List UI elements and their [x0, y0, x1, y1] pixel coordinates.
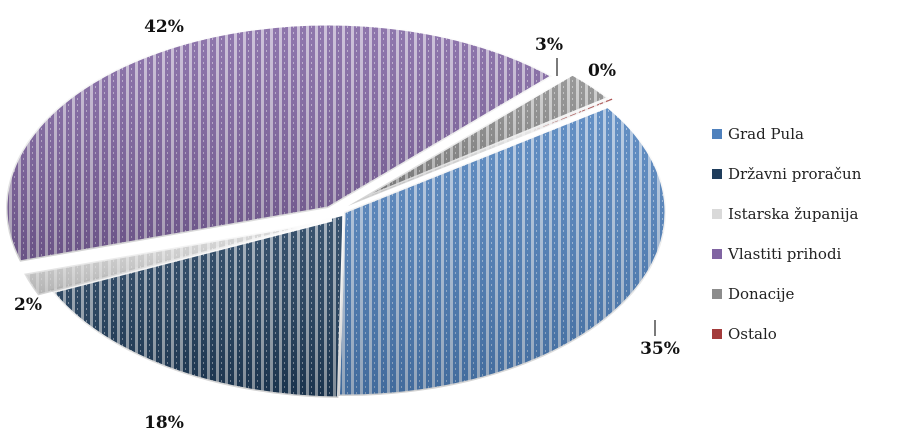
legend-item-grad-pula: Grad Pula: [712, 114, 899, 154]
legend-swatch-drzavni-proracun: [712, 169, 722, 179]
legend-label-drzavni-proracun: Državni proračun: [728, 165, 861, 183]
legend-label-grad-pula: Grad Pula: [728, 125, 804, 143]
legend-label-donacije: Donacije: [728, 285, 794, 303]
data-label-vlastiti-prihodi: 42%: [144, 17, 184, 37]
pie-texture: [6, 24, 666, 398]
legend-item-drzavni-proracun: Državni proračun: [712, 154, 899, 194]
legend-label-istarska-zupanija: Istarska županija: [728, 205, 858, 223]
legend-item-donacije: Donacije: [712, 274, 899, 314]
data-label-drzavni-proracun: 18%: [144, 413, 184, 430]
legend-swatch-donacije: [712, 289, 722, 299]
legend-swatch-grad-pula: [712, 129, 722, 139]
legend-item-istarska-zupanija: Istarska županija: [712, 194, 899, 234]
legend-swatch-istarska-zupanija: [712, 209, 722, 219]
legend-label-vlastiti-prihodi: Vlastiti prihodi: [728, 245, 841, 263]
data-label-ostalo: 0%: [588, 61, 616, 81]
data-label-grad-pula: 35%: [640, 339, 680, 359]
legend-label-ostalo: Ostalo: [728, 325, 777, 343]
legend: Grad Pula Državni proračun Istarska župa…: [712, 114, 899, 354]
data-label-istarska-zupanija: 2%: [14, 295, 42, 315]
legend-item-vlastiti-prihodi: Vlastiti prihodi: [712, 234, 899, 274]
data-label-donacije: 3%: [535, 35, 563, 55]
legend-swatch-ostalo: [712, 329, 722, 339]
legend-swatch-vlastiti-prihodi: [712, 249, 722, 259]
legend-item-ostalo: Ostalo: [712, 314, 899, 354]
